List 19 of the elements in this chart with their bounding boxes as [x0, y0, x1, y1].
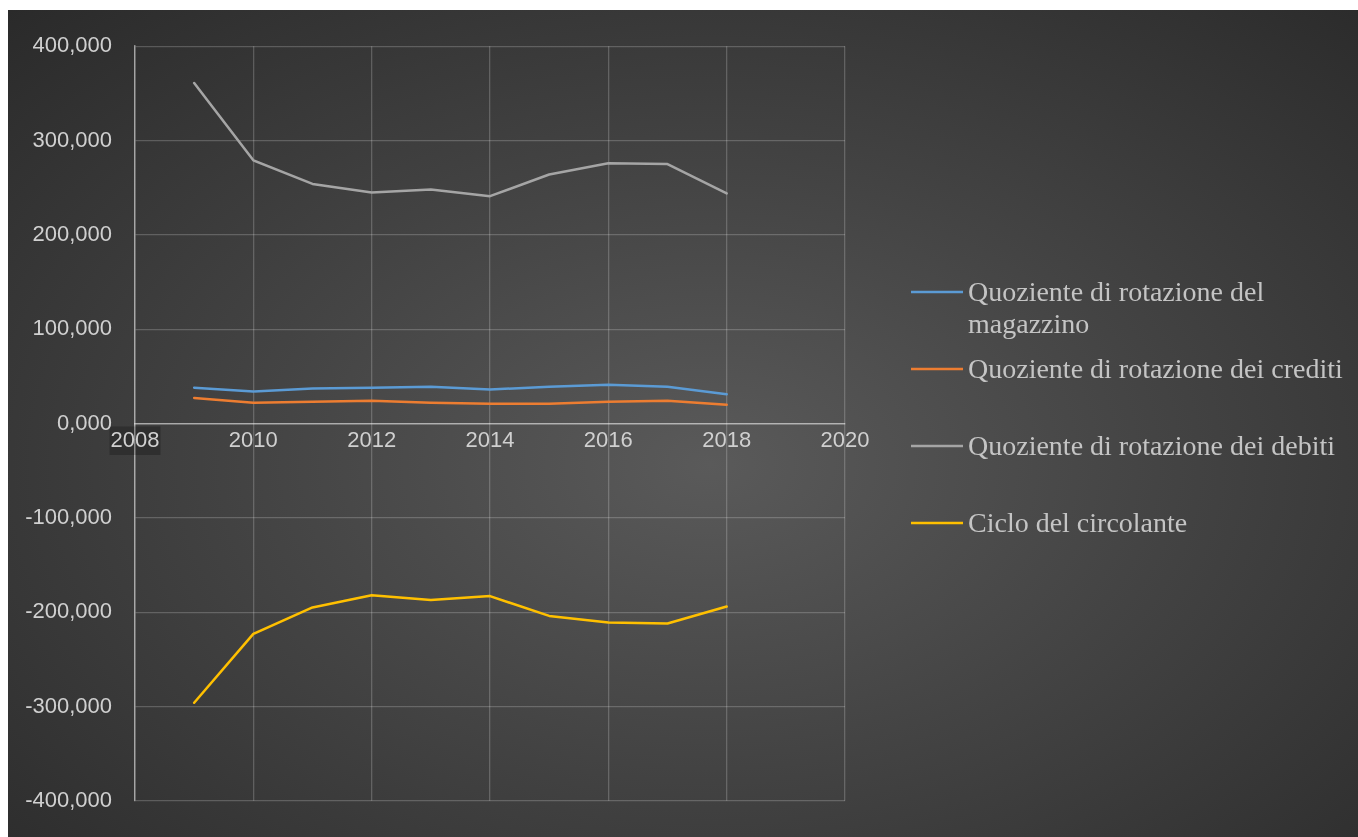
x-tick-label: 2010 — [228, 426, 278, 452]
y-tick-label: -200,000 — [25, 598, 112, 624]
x-tick-label: 2020 — [820, 426, 870, 452]
y-tick-label: -400,000 — [25, 786, 112, 812]
legend-label: Ciclo del circolante — [968, 507, 1188, 539]
y-tick-label: 200,000 — [32, 220, 112, 246]
y-tick-label: 400,000 — [32, 32, 112, 58]
legend-label: Quoziente di rotazione dei debiti — [968, 430, 1336, 462]
x-tick-label: 2018 — [702, 426, 752, 452]
y-tick-label: -100,000 — [25, 503, 112, 529]
legend-label: Quoziente di rotazione del magazzino — [968, 276, 1265, 340]
y-tick-label: 300,000 — [32, 126, 112, 152]
legend-label: Quoziente di rotazione dei crediti — [968, 353, 1343, 385]
x-tick-label: 2014 — [465, 426, 515, 452]
y-tick-label: -300,000 — [25, 692, 112, 718]
y-tick-label: 0,000 — [56, 409, 112, 435]
x-tick-label: 2016 — [583, 426, 633, 452]
x-tick-label: 2012 — [347, 426, 397, 452]
y-tick-label: 100,000 — [32, 315, 112, 341]
